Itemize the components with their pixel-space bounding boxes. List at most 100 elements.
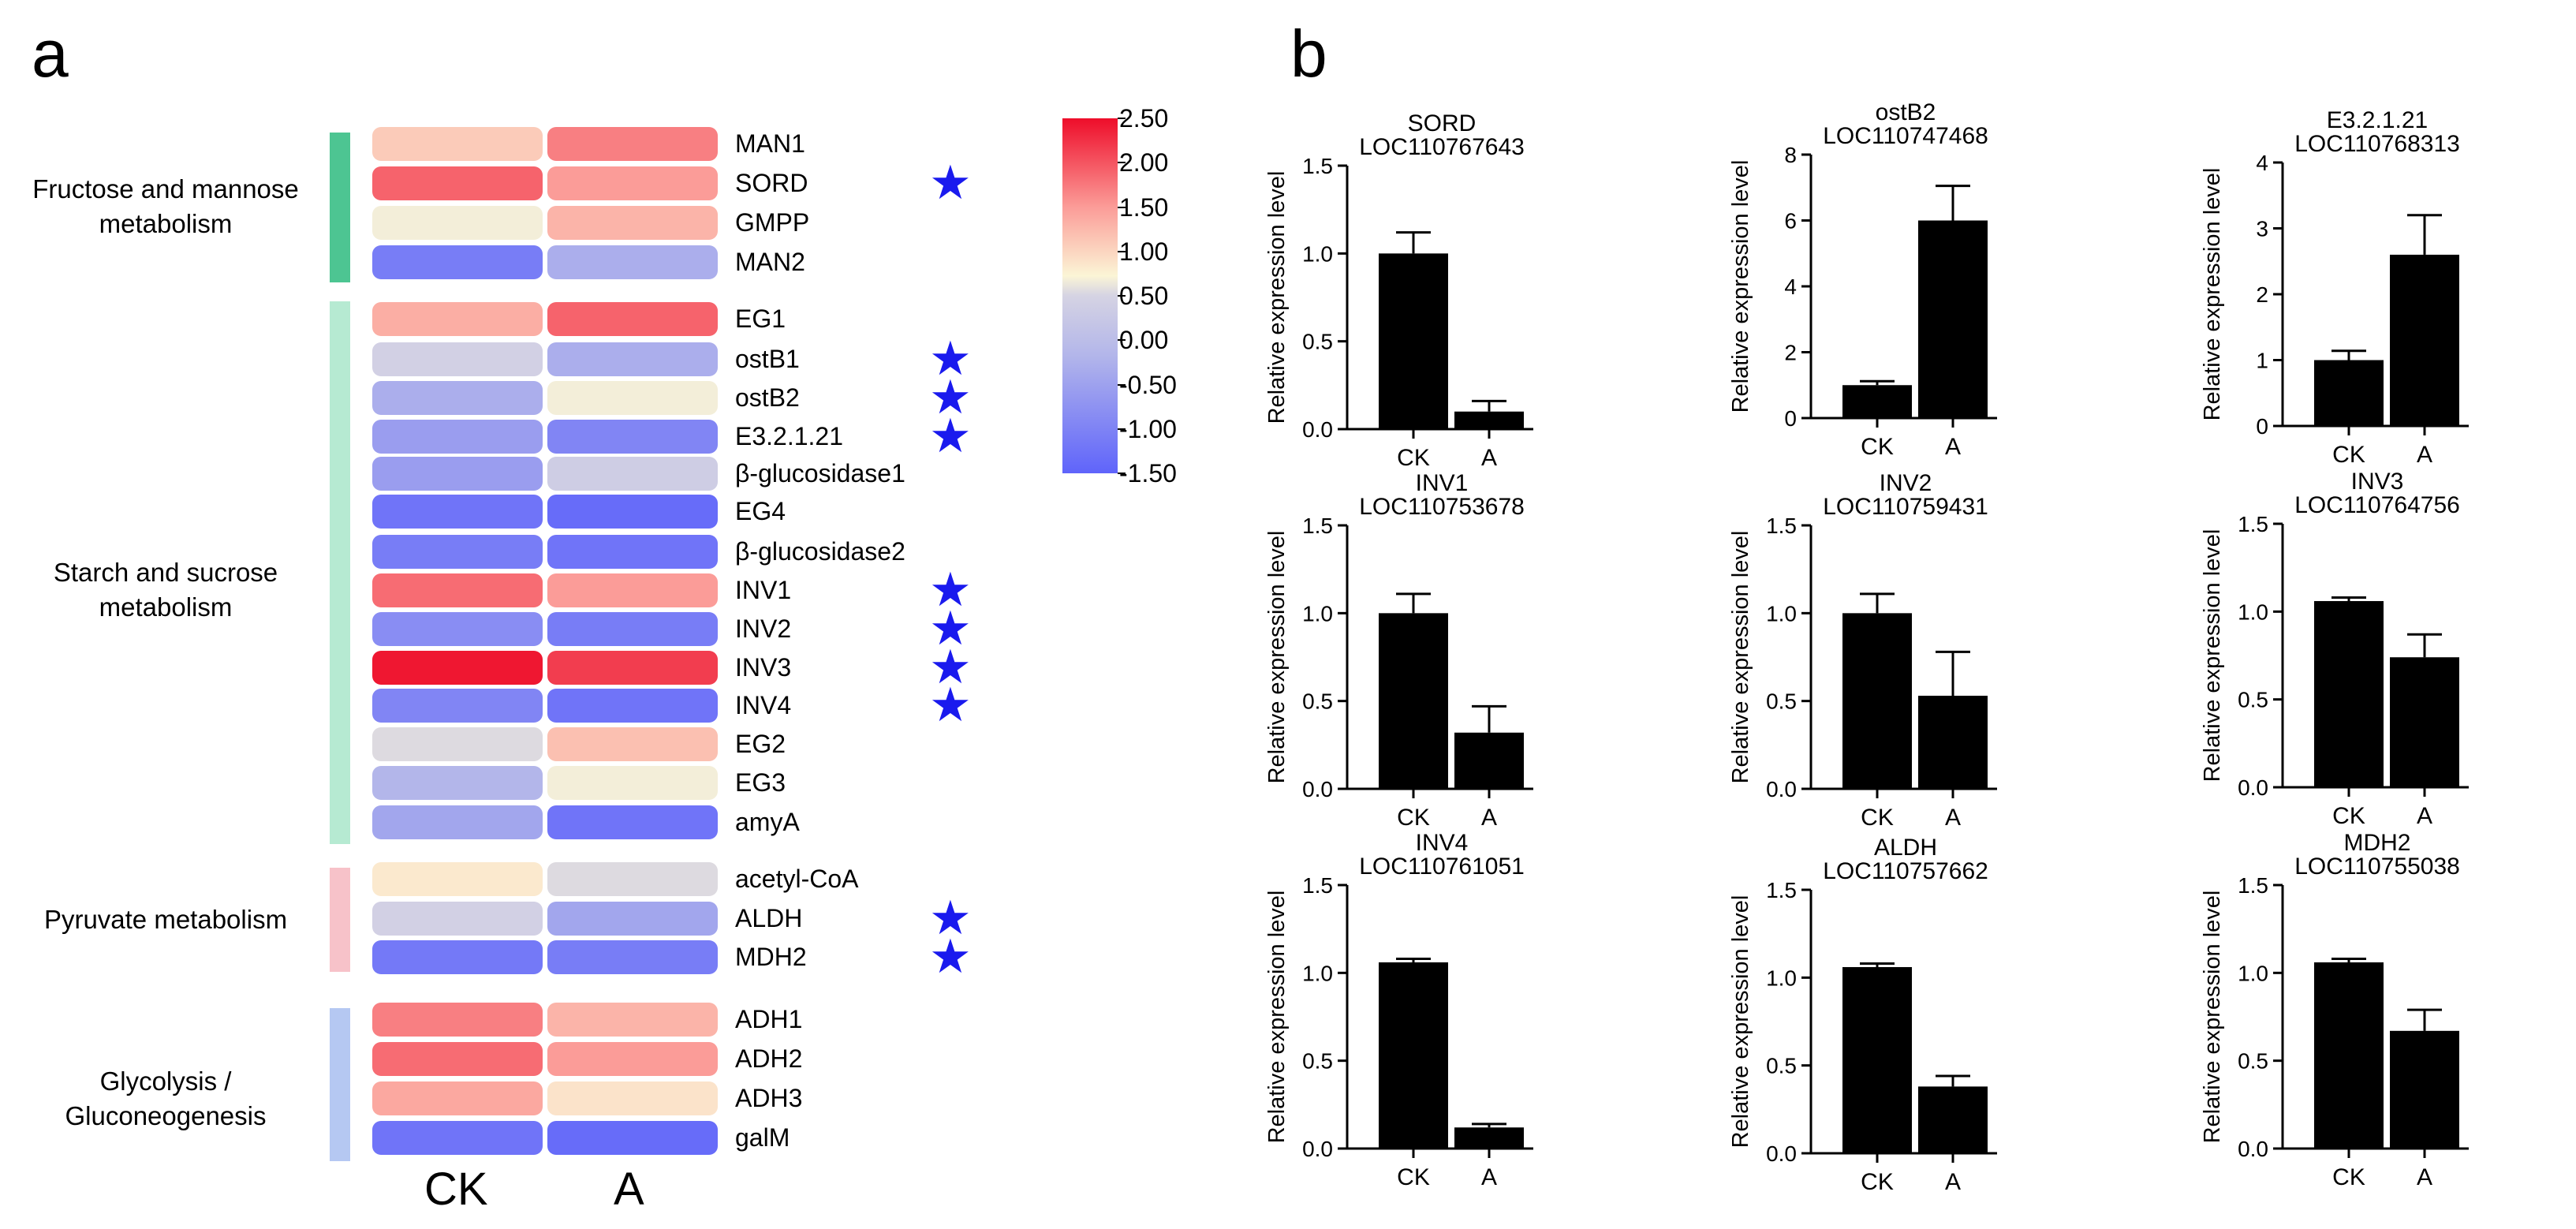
- bar: [1454, 732, 1524, 789]
- heatmap-cell-ck: [372, 206, 543, 240]
- panel-a-label: a: [32, 17, 69, 91]
- gene-label: β-glucosidase1: [735, 459, 905, 487]
- y-tick-label: 0: [1784, 406, 1797, 431]
- chart-subtitle: LOC110767643: [1359, 134, 1525, 160]
- heatmap-cell-a: [547, 651, 718, 685]
- chart-subtitle: LOC110757662: [1823, 858, 1988, 884]
- significance-star-icon: ★: [929, 563, 972, 616]
- colorbar-label: -0.50: [1119, 370, 1177, 399]
- colorbar-label: 0.50: [1119, 282, 1169, 310]
- x-tick-label: CK: [2332, 442, 2365, 468]
- pathway-bar-pyruvate: [330, 868, 350, 972]
- pathway-label-line1: Pyruvate metabolism: [43, 905, 288, 934]
- heatmap-cell-a: [547, 302, 718, 336]
- heatmap-cell-a: [547, 206, 718, 240]
- y-tick-label: 0.0: [1302, 777, 1333, 801]
- significance-star-icon: ★: [929, 156, 972, 209]
- y-tick-label: 2: [2256, 282, 2268, 307]
- y-tick-label: 1.0: [1302, 601, 1333, 626]
- x-tick-label: A: [2417, 1164, 2432, 1190]
- y-tick-label: 1.5: [1302, 514, 1333, 538]
- pathway-label-line1: Fructose and mannose: [32, 174, 299, 204]
- y-tick-label: 1: [2256, 349, 2268, 373]
- significance-star-icon: ★: [929, 891, 972, 944]
- heatmap-cell-ck: [372, 342, 543, 376]
- chart-title: ostB2: [1876, 99, 1936, 125]
- bar: [1379, 962, 1448, 1149]
- pathway-label-glycolysis: Glycolysis / Gluconeogenesis: [0, 1064, 331, 1134]
- y-tick-label: 1.5: [2238, 873, 2268, 898]
- significance-star-icon: ★: [929, 930, 972, 983]
- heatmap-cell-a: [547, 940, 718, 974]
- bar: [1842, 385, 1912, 418]
- gene-label: ADH2: [735, 1044, 803, 1073]
- group-label-a: A: [614, 1164, 644, 1215]
- colorbar-tick: [1118, 118, 1126, 119]
- x-tick-label: CK: [1861, 434, 1894, 460]
- x-tick-label: CK: [1861, 1169, 1894, 1195]
- x-tick-label: A: [1481, 1164, 1497, 1190]
- significance-star-icon: ★: [929, 678, 972, 731]
- y-tick-label: 0.0: [1766, 1141, 1797, 1166]
- chart-title: ALDH: [1874, 835, 1937, 861]
- y-tick-label: 6: [1784, 209, 1797, 233]
- y-tick-label: 0.5: [2238, 688, 2268, 712]
- gene-label: EG1: [735, 304, 786, 333]
- bar: [1918, 220, 1988, 418]
- chart-title: INV2: [1880, 470, 1932, 496]
- bar: [2314, 962, 2384, 1149]
- colorbar: [1062, 118, 1118, 473]
- pathway-label-line2: metabolism: [99, 209, 233, 238]
- heatmap-cell-ck: [372, 612, 543, 646]
- bar: [2314, 600, 2384, 787]
- colorbar-label: 2.00: [1119, 148, 1169, 177]
- y-tick-label: 0.0: [1302, 417, 1333, 442]
- gene-label: INV4: [735, 691, 792, 719]
- colorbar-label: 1.00: [1119, 237, 1169, 266]
- x-tick-label: A: [1481, 445, 1497, 471]
- heatmap-cell-a: [547, 1042, 718, 1076]
- chart-subtitle: LOC110764756: [2294, 492, 2460, 518]
- pathway-bar-starch: [330, 301, 350, 844]
- heatmap-cell-a: [547, 245, 718, 279]
- gene-label: MAN2: [735, 248, 805, 276]
- y-tick-label: 8: [1784, 143, 1797, 167]
- heatmap-cell-ck: [372, 651, 543, 685]
- colorbar-tick: [1118, 383, 1126, 386]
- gene-label: EG3: [735, 768, 786, 797]
- heatmap-cell-a: [547, 573, 718, 607]
- heatmap-cell-a: [547, 1121, 718, 1155]
- heatmap-cell-ck: [372, 457, 543, 491]
- heatmap-cell-ck: [372, 381, 543, 415]
- bar: [1842, 613, 1912, 789]
- pathway-label-line1: Glycolysis /: [99, 1067, 232, 1096]
- pathway-label-line1: Starch and sucrose: [53, 558, 278, 587]
- y-axis-label: Relative expression level: [2200, 891, 2225, 1144]
- heatmap-cell-a: [547, 862, 718, 896]
- x-tick-label: A: [1945, 434, 1961, 460]
- heatmap-cell-ck: [372, 1081, 543, 1115]
- colorbar-tick: [1118, 473, 1126, 474]
- group-label-ck: CK: [424, 1164, 488, 1215]
- significance-star-icon: ★: [929, 332, 972, 385]
- chart-title: MDH2: [2343, 830, 2410, 856]
- gene-label: EG4: [735, 497, 786, 525]
- y-tick-label: 2: [1784, 341, 1797, 365]
- y-tick-label: 0: [2256, 414, 2268, 439]
- heatmap-cell-a: [547, 766, 718, 800]
- x-tick-label: A: [1945, 1169, 1961, 1195]
- gene-label: GMPP: [735, 208, 810, 237]
- heatmap-cell-a: [547, 612, 718, 646]
- colorbar-tick: [1118, 339, 1126, 342]
- heatmap-cell-ck: [372, 420, 543, 454]
- chart-title: INV3: [2351, 469, 2404, 495]
- y-tick-label: 0.5: [1302, 689, 1333, 714]
- y-tick-label: 0.5: [1302, 1049, 1333, 1074]
- chart-title: SORD: [1408, 110, 1477, 136]
- y-tick-label: 1.0: [1766, 966, 1797, 990]
- y-axis-label: Relative expression level: [1264, 891, 1290, 1144]
- y-axis-label: Relative expression level: [2200, 529, 2225, 783]
- x-tick-label: A: [2417, 442, 2432, 468]
- pathway-label-starch: Starch and sucrose metabolism: [0, 555, 331, 625]
- colorbar-tick: [1118, 162, 1126, 164]
